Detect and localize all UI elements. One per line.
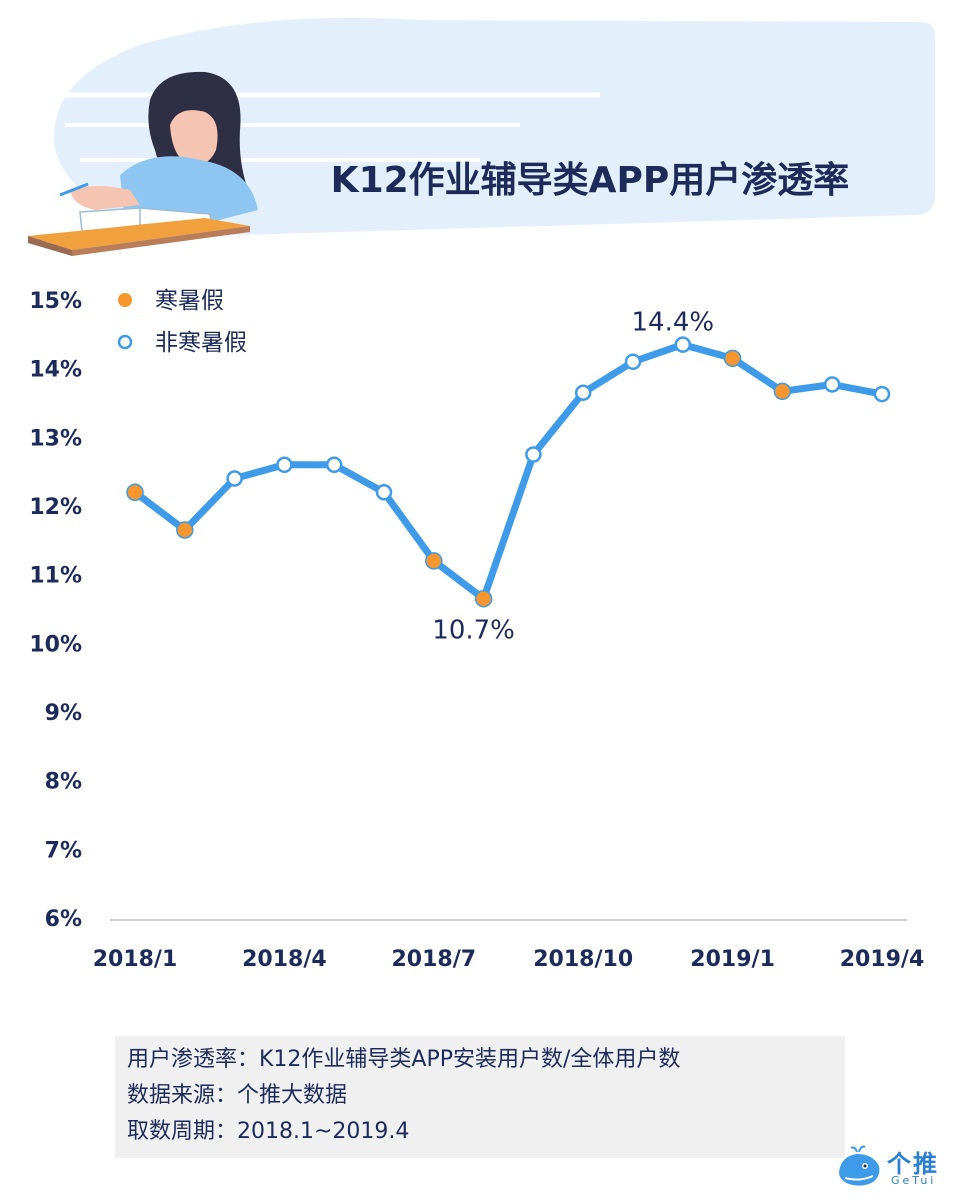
data-point-non-holiday: [624, 353, 642, 371]
data-point-holiday: [425, 552, 443, 570]
legend-marker-non-holiday: [117, 334, 133, 350]
logo-sub: GeTui: [891, 1174, 937, 1187]
logo-name: 个推: [887, 1150, 939, 1178]
data-point-non-holiday: [226, 470, 243, 487]
data-point-holiday: [474, 589, 493, 608]
x-tick-label: 2019/1: [690, 947, 775, 972]
x-axis: 2018/1 2018/4 2018/7 2018/10 2019/1 2019/4: [93, 947, 925, 972]
data-point-holiday: [773, 382, 792, 401]
data-point-non-holiday: [873, 385, 891, 403]
data-point-non-holiday: [276, 456, 293, 474]
x-tick-label: 2019/4: [840, 947, 925, 972]
note-source: 数据来源：个推大数据: [127, 1083, 348, 1108]
y-tick-label: 6%: [45, 907, 82, 932]
note-definition: 用户渗透率：K12作业辅导类APP安装用户数/全体用户数: [127, 1047, 681, 1072]
series-line: [131, 341, 886, 603]
y-tick-label: 11%: [29, 564, 82, 589]
note-period: 取数周期：2018.1~2019.4: [127, 1119, 410, 1144]
y-tick-label: 9%: [45, 701, 82, 726]
y-tick-label: 12%: [29, 495, 82, 520]
data-point-non-holiday: [574, 384, 592, 401]
data-point-non-holiday: [375, 484, 393, 501]
data-point-non-holiday: [325, 456, 343, 474]
getui-logo: 个推 GeTui: [835, 1142, 950, 1192]
data-point-non-holiday: [525, 446, 542, 463]
x-tick-label: 2018/1: [93, 947, 178, 972]
legend-label-non-holiday: 非寒暑假: [155, 330, 247, 356]
data-label: 10.7%: [432, 616, 515, 646]
y-tick-label: 8%: [45, 770, 82, 795]
y-tick-label: 7%: [45, 838, 82, 863]
legend: 寒暑假 非寒暑假: [117, 288, 247, 356]
data-point-holiday: [723, 349, 742, 368]
x-tick-label: 2018/4: [242, 947, 327, 972]
legend-label-holiday: 寒暑假: [155, 288, 224, 314]
data-point-non-holiday: [823, 376, 841, 393]
note-box: 用户渗透率：K12作业辅导类APP安装用户数/全体用户数 数据来源：个推大数据 …: [115, 1036, 845, 1158]
y-axis: 15% 14% 13% 12% 11% 10% 9% 8% 7% 6%: [29, 289, 82, 932]
y-tick-label: 10%: [29, 632, 82, 657]
whale-icon: [839, 1145, 880, 1186]
y-tick-label: 14%: [29, 358, 82, 383]
data-point-holiday: [176, 521, 194, 539]
header-illustration: [28, 17, 936, 256]
data-label: 14.4%: [631, 308, 714, 338]
x-tick-label: 2018/7: [392, 947, 477, 972]
data-labels: 10.7% 14.4%: [432, 308, 714, 646]
data-point-non-holiday: [674, 336, 692, 353]
y-tick-label: 13%: [29, 426, 82, 451]
legend-marker-holiday: [118, 293, 132, 307]
data-points: [126, 336, 891, 608]
x-tick-label: 2018/10: [533, 947, 633, 972]
chart-title: K12作业辅导类APP用户渗透率: [331, 160, 850, 201]
data-point-holiday: [126, 483, 144, 502]
y-tick-label: 15%: [29, 289, 82, 314]
